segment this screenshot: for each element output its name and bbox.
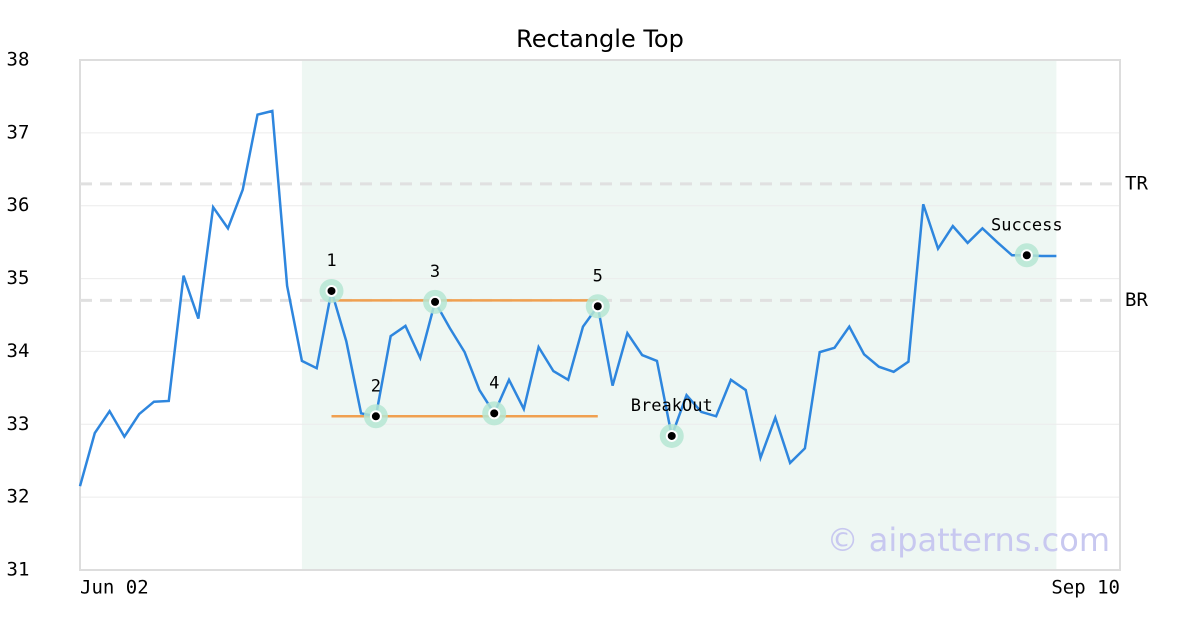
point-marker [488,407,501,420]
watermark: © aipatterns.com [827,521,1110,559]
y-tick-label: 38 [7,49,30,71]
point-marker [429,295,442,308]
x-tick-label: Jun 02 [80,577,149,599]
point-marker [665,429,678,442]
reference-label: TR [1125,172,1148,194]
y-tick-label: 36 [7,194,30,216]
reference-label: BR [1125,289,1148,311]
plot-frame [79,59,1121,571]
point-label: BreakOut [631,396,713,416]
point-label: 3 [430,262,440,282]
point-marker [591,300,604,313]
y-tick-label: 37 [7,121,30,143]
point-label: 5 [593,266,603,286]
y-tick-label: 31 [7,559,30,581]
y-tick-label: 34 [7,340,30,362]
point-marker [369,410,382,423]
chart-title: Rectangle Top [516,25,684,53]
y-tick-label: 33 [7,413,30,435]
y-tick-label: 32 [7,486,30,508]
point-marker [1020,249,1033,262]
point-label: Success [991,215,1063,235]
price-line [78,109,1057,487]
x-tick-label: Sep 10 [1051,577,1120,599]
point-label: 4 [489,373,499,393]
pattern-region [301,60,1057,570]
point-label: 2 [371,376,381,396]
point-label: 1 [326,251,336,271]
point-marker [325,284,338,297]
y-tick-label: 35 [7,267,30,289]
